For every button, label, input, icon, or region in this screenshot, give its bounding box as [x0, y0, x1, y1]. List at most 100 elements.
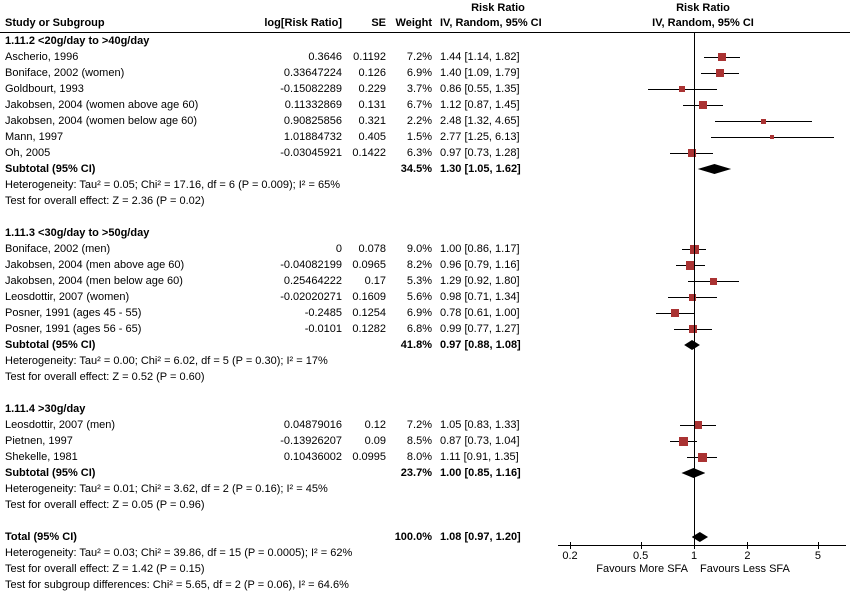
total-label: Total (95% CI)	[5, 531, 77, 543]
col-header-se: SE	[371, 17, 386, 29]
log-risk-ratio-value: 0.33647224	[283, 67, 342, 79]
effect-square-marker	[710, 277, 718, 285]
note-row: Heterogeneity: Tau² = 0.01; Chi² = 3.62,…	[0, 481, 850, 497]
subtotal-row: Subtotal (95% CI) 23.7% 1.00 [0.85, 1.16]	[0, 465, 850, 481]
study-name: Posner, 1991 (ages 56 - 65)	[5, 323, 142, 335]
log-risk-ratio-value: 0.04879016	[283, 419, 342, 431]
x-axis-tick	[570, 542, 571, 549]
study-row: Mann, 1997 1.01884732 0.405 1.5% 2.77 [1.25,…	[0, 129, 850, 145]
ci-text: 1.30 [1.05, 1.62]	[440, 163, 521, 175]
se-value: 0.1422	[352, 147, 386, 159]
log-risk-ratio-value: 0.90825856	[283, 115, 342, 127]
log-risk-ratio-value: -0.15082289	[280, 83, 342, 95]
ci-text: 0.99 [0.77, 1.27]	[440, 323, 520, 335]
study-name: Jakobsen, 2004 (women below age 60)	[5, 115, 198, 127]
study-name: Pietnen, 1997	[5, 435, 73, 447]
weight-value: 7.2%	[406, 419, 432, 431]
study-name: Shekelle, 1981	[5, 451, 78, 463]
x-tick-label: 2	[744, 550, 751, 562]
log-risk-ratio-value: 0.3646	[308, 51, 342, 63]
subgroup-differences-note: Test for subgroup differences: Chi² = 5.…	[5, 579, 349, 591]
ci-text: 2.48 [1.32, 4.65]	[440, 115, 520, 127]
weight-value: 23.7%	[400, 467, 432, 479]
total-row: Total (95% CI) 100.0% 1.08 [0.97, 1.20]	[0, 529, 850, 545]
weight-value: 9.0%	[406, 243, 432, 255]
effect-square-marker	[689, 325, 698, 333]
spacer-row	[0, 385, 850, 401]
log-risk-ratio-value: 0	[335, 243, 342, 255]
pooled-diamond	[691, 532, 709, 542]
note-row: Test for overall effect: Z = 1.42 (P = 0…	[0, 561, 850, 577]
study-name: Leosdottir, 2007 (women)	[5, 291, 130, 303]
study-row: Oh, 2005 -0.03045921 0.1422 6.3% 0.97 [0.73,…	[0, 145, 850, 161]
subtotal-label: Subtotal (95% CI)	[5, 339, 96, 351]
study-name: Goldbourt, 1993	[5, 83, 84, 95]
weight-value: 5.3%	[406, 275, 432, 287]
subtotal-label: Subtotal (95% CI)	[5, 467, 96, 479]
study-row: Shekelle, 1981 0.10436002 0.0995 8.0% 1.11 […	[0, 449, 850, 465]
log-risk-ratio-value: -0.0101	[304, 323, 342, 335]
study-row: Goldbourt, 1993 -0.15082289 0.229 3.7% 0.86 …	[0, 81, 850, 97]
spacer-row	[0, 209, 850, 225]
x-axis-tick	[747, 542, 749, 549]
log-risk-ratio-value: 0.11332869	[284, 99, 342, 111]
x-axis-tick	[640, 542, 642, 549]
heterogeneity-note: Heterogeneity: Tau² = 0.01; Chi² = 3.62,…	[5, 483, 328, 495]
se-value: 0.0965	[352, 259, 386, 271]
overall-effect-note: Test for overall effect: Z = 2.36 (P = 0…	[5, 195, 205, 207]
ci-text: 1.05 [0.83, 1.33]	[440, 419, 520, 431]
weight-value: 6.7%	[406, 99, 432, 111]
x-axis-line	[558, 545, 846, 546]
note-row: Heterogeneity: Tau² = 0.00; Chi² = 6.02,…	[0, 353, 850, 369]
se-value: 0.0995	[352, 451, 386, 463]
ci-text: 0.97 [0.88, 1.08]	[440, 339, 521, 351]
ci-text: 1.40 [1.09, 1.79]	[440, 67, 520, 79]
weight-value: 8.2%	[406, 259, 432, 271]
study-row: Jakobsen, 2004 (women above age 60) 0.113…	[0, 97, 850, 113]
subgroup-title: 1.11.2 <20g/day to >40g/day	[5, 35, 150, 47]
heterogeneity-note: Heterogeneity: Tau² = 0.05; Chi² = 17.16…	[5, 179, 340, 191]
col-header-study: Study or Subgroup	[5, 17, 105, 29]
weight-value: 5.6%	[406, 291, 432, 303]
note-row: Heterogeneity: Tau² = 0.03; Chi² = 39.86…	[0, 545, 850, 561]
log-risk-ratio-value: 1.01884732	[283, 131, 342, 143]
ci-text: 1.00 [0.86, 1.17]	[440, 243, 520, 255]
no-effect-line	[694, 33, 695, 545]
pooled-diamond	[681, 468, 706, 478]
effect-square-marker	[670, 309, 679, 317]
effect-square-marker	[698, 101, 707, 109]
weight-value: 3.7%	[406, 83, 432, 95]
weight-value: 7.2%	[406, 51, 432, 63]
log-risk-ratio-value: -0.13926207	[280, 435, 342, 447]
se-value: 0.078	[358, 243, 386, 255]
overall-effect-note: Test for overall effect: Z = 1.42 (P = 0…	[5, 563, 205, 575]
note-row: Test for overall effect: Z = 0.05 (P = 0…	[0, 497, 850, 513]
se-value: 0.1282	[352, 323, 386, 335]
group-row: 1.11.2 <20g/day to >40g/day	[0, 33, 850, 49]
weight-value: 34.5%	[400, 163, 432, 175]
x-tick-label: 1	[690, 550, 698, 562]
effect-square-marker	[697, 452, 707, 462]
ci-text: 0.97 [0.73, 1.28]	[440, 147, 520, 159]
weight-value: 1.5%	[406, 131, 432, 143]
se-value: 0.321	[358, 115, 386, 127]
x-tick-label: 5	[814, 550, 822, 562]
ci-text: 1.11 [0.91, 1.35]	[440, 451, 519, 463]
effect-square-marker	[688, 293, 696, 301]
group-row: 1.11.3 <30g/day to >50g/day	[0, 225, 850, 241]
effect-square-marker	[686, 260, 696, 270]
weight-value: 6.9%	[406, 67, 432, 79]
col-header-ci: IV, Random, 95% CI	[440, 17, 542, 29]
se-value: 0.09	[364, 435, 386, 447]
study-row: Leosdottir, 2007 (women) -0.02020271 0.160…	[0, 289, 850, 305]
se-value: 0.1609	[352, 291, 386, 303]
ci-text: 0.78 [0.61, 1.00]	[440, 307, 520, 319]
study-name: Boniface, 2002 (women)	[5, 67, 125, 79]
effect-square-marker	[715, 69, 724, 77]
weight-value: 6.9%	[406, 307, 432, 319]
ci-text: 1.12 [0.87, 1.45]	[440, 99, 520, 111]
log-risk-ratio-value: 0.25464222	[283, 275, 342, 287]
ci-text: 2.77 [1.25, 6.13]	[440, 131, 520, 143]
table-header: Risk Ratio Risk Ratio Study or Subgroup …	[0, 0, 850, 33]
se-value: 0.17	[364, 275, 386, 287]
